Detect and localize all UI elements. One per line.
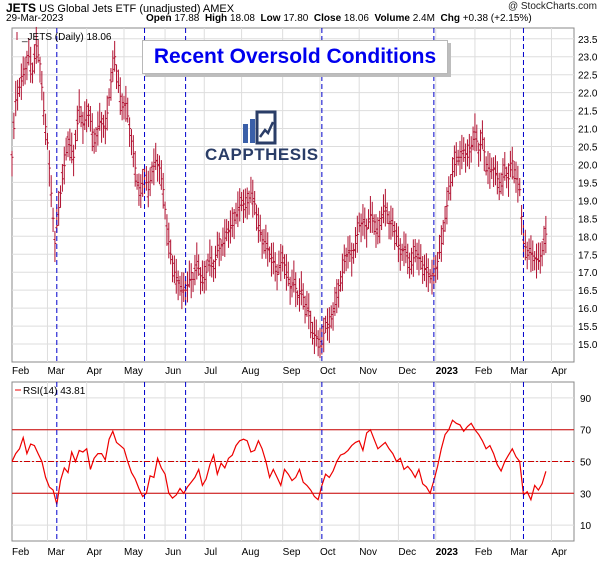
capp-thesis-logo: CAPPTHESIS (205, 110, 319, 170)
price-tick-label: 21.5 (578, 107, 598, 118)
month-tick-label: Mar (47, 547, 65, 558)
change-value: +0.38 (+2.15%) (462, 13, 532, 24)
rsi-legend-label: RSI(14) 43.81 (23, 386, 86, 397)
month-tick-label: Feb (475, 366, 493, 377)
month-tick-label: Apr (551, 547, 567, 558)
rsi-tick-label: 30 (580, 489, 592, 500)
month-tick-label: Dec (398, 547, 416, 558)
high-value: 18.08 (229, 13, 255, 24)
price-panel: 15.0 15.5 16.0 16.5 17.0 17.5 18.0 18.5 19.0 19.5… (10, 26, 598, 363)
month-tick-label: Apr (87, 547, 103, 558)
month-tick-label: Jun (165, 547, 181, 558)
rsi-tick-label: 50 (580, 458, 592, 469)
price-plot-frame (11, 27, 575, 363)
price-tick-label: 15.0 (578, 340, 598, 351)
symbol-label: JETS (6, 1, 37, 15)
change-label: Chg (440, 13, 460, 24)
month-tick-label: Feb (12, 547, 30, 558)
month-tick-label: Oct (320, 366, 336, 377)
volume-value: 2.4M (412, 13, 435, 24)
high-label: High (204, 13, 228, 24)
rsi-line (11, 419, 547, 505)
annotation-callout: Recent Oversold Conditions (142, 40, 448, 74)
month-tick-label: Nov (359, 547, 377, 558)
price-tick-label: 20.5 (578, 143, 598, 154)
price-tick-label: 22.0 (578, 89, 598, 100)
month-tick-label: 2023 (436, 547, 459, 558)
month-tick-label: Jul (204, 547, 217, 558)
x-axis: Feb Feb Mar Mar Apr Apr May May Jun Jun Jul Jul Aug A… (12, 366, 568, 558)
close-label: Close (313, 13, 342, 24)
price-tick-label: 16.5 (578, 286, 598, 297)
date-label: 29-Mar-2023 (6, 13, 64, 24)
security-name: US Global Jets ETF (unadjusted) AMEX (39, 3, 235, 15)
rsi-legend: RSI(14) 43.81 (15, 386, 86, 397)
price-tick-label: 23.5 (578, 35, 598, 46)
month-tick-label: Mar (47, 366, 65, 377)
month-tick-label: Apr (87, 366, 103, 377)
month-tick-label: Feb (475, 547, 493, 558)
month-tick-label: Dec (398, 366, 416, 377)
month-tick-label: Feb (12, 366, 30, 377)
close-value: 18.06 (343, 13, 369, 24)
price-tick-label: 18.0 (578, 232, 598, 243)
price-tick-label: 17.5 (578, 250, 598, 261)
month-tick-label: Jun (165, 366, 181, 377)
price-tick-label: 15.5 (578, 322, 598, 333)
chart-header-symbol-row: JETS US Global Jets ETF (unadjusted) AME… (6, 1, 601, 15)
ohlc-stats: Open 17.88 High 18.08 Low 17.80 Close 18… (146, 13, 532, 24)
rsi-tick-label: 10 (580, 521, 592, 532)
month-tick-label: Oct (320, 547, 336, 558)
month-tick-label: Aug (242, 366, 260, 377)
rsi-tick-label: 70 (580, 426, 592, 437)
price-tick-label: 18.5 (578, 214, 598, 225)
price-tick-label: 19.5 (578, 178, 598, 189)
price-tick-label: 17.0 (578, 268, 598, 279)
month-tick-label: Mar (510, 366, 528, 377)
month-tick-label: Jul (204, 366, 217, 377)
price-tick-label: 23.0 (578, 53, 598, 64)
volume-label: Volume (374, 13, 410, 24)
month-tick-label: Sep (283, 547, 301, 558)
logo-mark-icon (243, 110, 277, 145)
month-tick-label: Sep (283, 366, 301, 377)
low-label: Low (260, 13, 281, 24)
open-value: 17.88 (174, 13, 200, 24)
month-tick-label: Aug (242, 547, 260, 558)
month-tick-label: May (124, 366, 143, 377)
month-tick-label: Mar (510, 547, 528, 558)
rsi-panel: 10 30 50 70 90 RSI(14) 43.81 (11, 381, 592, 542)
price-tick-label: 20.0 (578, 160, 598, 171)
month-tick-label: Apr (551, 366, 567, 377)
price-legend-label: _JETS (Daily) 18.06 (21, 32, 112, 43)
month-tick-label: 2023 (436, 366, 459, 377)
price-legend: _JETS (Daily) 18.06 (16, 32, 112, 43)
price-tick-label: 16.0 (578, 304, 598, 315)
price-tick-label: 19.0 (578, 196, 598, 207)
source-credit: @ StockCharts.com (507, 1, 597, 12)
open-label: Open (146, 13, 172, 24)
price-tick-label: 21.0 (578, 125, 598, 136)
low-value: 17.80 (283, 13, 309, 24)
rsi-tick-label: 90 (580, 394, 592, 405)
logo-text: CAPPTHESIS (205, 145, 319, 164)
price-tick-label: 22.5 (578, 71, 598, 82)
chart-header-stats-row: 29-Mar-2023 Open 17.88 High 18.08 Low 17… (6, 13, 601, 25)
month-tick-label: May (124, 547, 143, 558)
month-tick-label: Nov (359, 366, 377, 377)
